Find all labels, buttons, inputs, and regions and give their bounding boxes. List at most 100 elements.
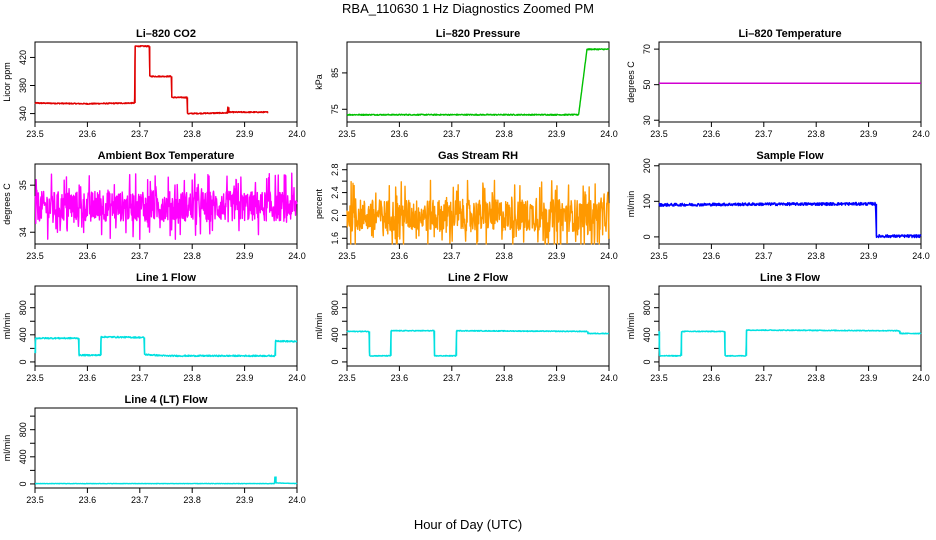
y-tick-label: 0 [18,359,28,364]
x-tick-label: 23.5 [26,373,44,383]
x-tick-label: 23.6 [703,373,721,383]
y-tick-label: 0 [330,359,340,364]
x-tick-label: 23.5 [26,495,44,505]
page-title: RBA_110630 1 Hz Diagnostics Zoomed PM [342,1,594,16]
x-tick-label: 23.8 [807,373,825,383]
y-tick-label: 100 [642,194,652,209]
x-tick-label: 23.6 [703,251,721,261]
x-tick-label: 23.5 [26,251,44,261]
y-tick-label: 85 [330,68,340,78]
x-tick-label: 24.0 [912,373,930,383]
x-tick-label: 23.5 [338,373,356,383]
y-tick-label: 30 [642,115,652,125]
x-tick-label: 24.0 [288,129,306,139]
y-tick-label: 50 [642,80,652,90]
y-axis-label: ml/min [314,313,324,340]
x-tick-label: 23.8 [495,129,513,139]
x-tick-label: 23.7 [755,373,773,383]
chart-title: Gas Stream RH [438,150,518,162]
y-tick-label: 800 [18,422,28,437]
x-tick-label: 23.6 [79,129,97,139]
x-tick-label: 23.7 [755,251,773,261]
x-tick-label: 24.0 [600,373,618,383]
y-axis-label: ml/min [626,313,636,340]
series-line [346,329,610,357]
x-tick-label: 23.9 [548,129,566,139]
x-tick-label: 23.9 [860,373,878,383]
series-line [34,476,298,485]
x-tick-label: 23.7 [131,129,149,139]
x-tick-label: 23.6 [79,373,97,383]
chart-title: Line 3 Flow [760,272,820,284]
x-axis-title: Hour of Day (UTC) [413,517,523,532]
plot-frame [658,285,922,367]
series-line [34,44,269,115]
chart-panel-3: Li–820 Temperature 23.5 23.6 23.7 23.8 23.9 24… [626,28,930,139]
x-tick-label: 23.8 [183,373,201,383]
x-tick-label: 23.5 [338,251,356,261]
plot-frame [34,285,298,367]
plot-frame [658,41,922,123]
series-line [34,335,298,358]
x-tick-label: 23.6 [391,129,409,139]
x-tick-label: 23.7 [443,129,461,139]
y-tick-label: 34 [18,227,28,237]
y-axis-label: percent [314,188,324,219]
chart-title: Sample Flow [756,150,824,162]
chart-panel-9: Line 3 Flow 23.5 23.6 23.7 23.8 23.9 24.0 0 400 8… [626,272,930,383]
x-tick-label: 23.8 [495,251,513,261]
x-tick-label: 23.6 [79,495,97,505]
y-tick-label: 0 [642,359,652,364]
chart-panel-5: Gas Stream RH 23.5 23.6 23.7 23.8 23.9 24.0 1.6… [314,150,618,261]
x-tick-label: 23.8 [807,129,825,139]
x-tick-label: 24.0 [600,129,618,139]
y-tick-label: 2.8 [330,163,340,176]
x-tick-label: 23.8 [495,373,513,383]
series-line [346,48,610,116]
x-tick-label: 23.7 [443,251,461,261]
x-tick-label: 23.8 [183,495,201,505]
plot-frame [34,407,298,489]
x-tick-label: 23.6 [79,251,97,261]
y-tick-label: 420 [18,50,28,65]
y-axis-label: degrees C [626,61,636,103]
y-tick-label: 70 [642,44,652,54]
y-tick-label: 400 [642,327,652,342]
chart-panel-8: Line 2 Flow 23.5 23.6 23.7 23.8 23.9 24.0 0 400 8… [314,272,618,383]
x-tick-label: 23.6 [391,251,409,261]
x-tick-label: 23.7 [443,373,461,383]
x-tick-label: 23.9 [236,251,254,261]
x-tick-label: 23.6 [391,373,409,383]
x-tick-label: 23.5 [26,129,44,139]
x-tick-label: 23.5 [650,251,668,261]
x-tick-label: 23.9 [860,129,878,139]
y-axis-label: ml/min [2,313,12,340]
y-tick-label: 0 [18,481,28,486]
x-tick-label: 23.7 [131,373,149,383]
y-tick-label: 380 [18,78,28,93]
chart-title: Line 2 Flow [448,272,508,284]
chart-title: Line 1 Flow [136,272,196,284]
x-tick-label: 23.5 [650,129,668,139]
x-tick-label: 24.0 [288,373,306,383]
series-line [658,329,922,357]
chart-title: Li–820 Pressure [436,28,520,40]
x-tick-label: 24.0 [600,251,618,261]
x-tick-label: 23.5 [650,373,668,383]
y-tick-label: 340 [18,106,28,121]
series-line [34,172,298,241]
x-tick-label: 24.0 [288,495,306,505]
chart-panel-4: Ambient Box Temperature 23.5 23.6 23.7 23.8 2… [2,150,306,261]
y-tick-label: 800 [18,300,28,315]
x-tick-label: 23.9 [236,495,254,505]
chart-panel-10: Line 4 (LT) Flow 23.5 23.6 23.7 23.8 23.9 24.0… [2,394,306,505]
x-tick-label: 23.9 [548,251,566,261]
chart-title: Line 4 (LT) Flow [125,394,208,406]
series-line [346,179,610,245]
x-tick-label: 23.8 [183,129,201,139]
y-tick-label: 1.6 [330,232,340,245]
y-tick-label: 35 [18,180,28,190]
chart-panel-7: Line 1 Flow 23.5 23.6 23.7 23.8 23.9 24.0 0 400 8… [2,272,306,383]
series-line [658,201,922,239]
y-tick-label: 75 [330,104,340,114]
